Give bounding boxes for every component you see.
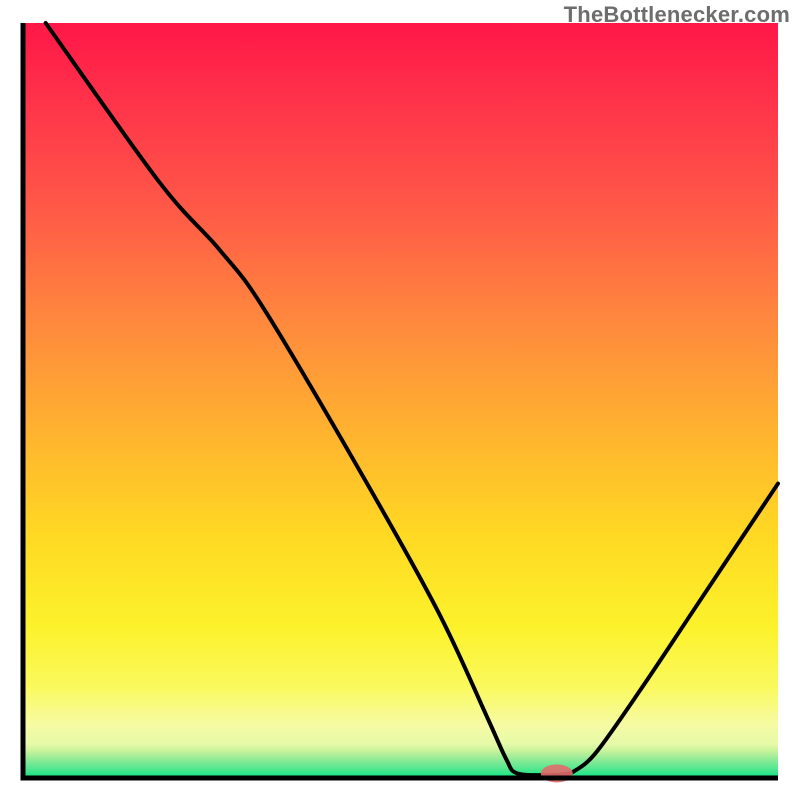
chart-svg [0,0,800,800]
attribution-label: TheBottlenecker.com [564,2,790,28]
bottleneck-chart: TheBottlenecker.com [0,0,800,800]
gradient-background [23,23,778,778]
